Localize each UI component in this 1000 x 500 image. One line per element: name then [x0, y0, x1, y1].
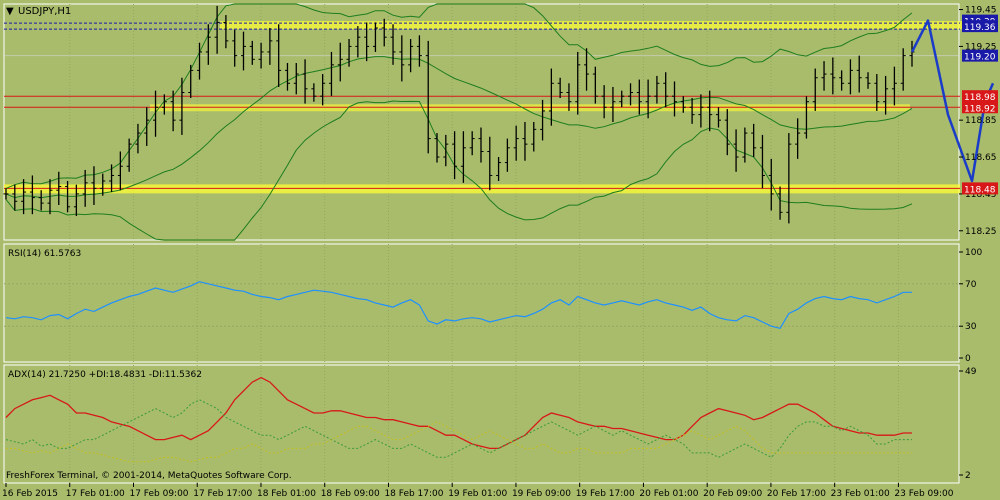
price-tag-label: 119.20	[964, 53, 996, 63]
rsi-axis: 100 70 30 0	[959, 248, 982, 364]
rsi-tick-label: 100	[965, 248, 982, 258]
band-lower	[5, 100, 913, 241]
time-tick-label: 18 Feb 01:00	[257, 489, 316, 499]
resistance-zone	[220, 21, 962, 30]
rsi-tick-label: 70	[965, 280, 977, 290]
rsi-line	[4, 281, 959, 329]
price-axis: 119.45 119.25 118.85 118.65 118.45 118.25	[959, 6, 997, 237]
time-tick-label: 18 Feb 17:00	[384, 489, 443, 499]
time-tick-label: 17 Feb 09:00	[129, 489, 188, 499]
time-tick-label: 17 Feb 01:00	[66, 489, 125, 499]
adx-title: ADX(14) 21.7250 +DI:18.4831 -DI:11.5362	[8, 370, 202, 380]
adx-tick-label: 2	[965, 471, 971, 481]
time-axis: 16 Feb 2015 17 Feb 01:00 17 Feb 09:00 17 Fe…	[2, 483, 954, 499]
adx-lines	[5, 376, 912, 463]
time-tick-label: 19 Feb 01:00	[448, 489, 507, 499]
time-tick-label: 19 Feb 17:00	[576, 489, 635, 499]
time-tick-label: 23 Feb 09:00	[894, 489, 953, 499]
rsi-tick-label: 30	[965, 322, 977, 332]
time-tick-label: 18 Feb 09:00	[321, 489, 380, 499]
time-tick-label: 23 Feb 01:00	[831, 489, 890, 499]
bollinger-bands	[5, 3, 913, 241]
price-tick-label: 118.85	[965, 116, 997, 126]
price-tag	[962, 49, 998, 62]
price-tick-label: 119.25	[965, 42, 997, 52]
price-tag-label: 118.92	[964, 104, 996, 114]
footer-copyright: FreshForex Terminal, © 2001-2014, MetaQu…	[6, 471, 292, 481]
adx-tick-label: 49	[965, 367, 977, 377]
band-middle	[5, 56, 913, 199]
symbol-arrow-icon[interactable]: ▼	[6, 6, 14, 17]
price-tag	[962, 182, 998, 195]
time-tick-label: 20 Feb 01:00	[639, 489, 698, 499]
adx-series	[5, 376, 912, 450]
rsi-panel	[3, 243, 960, 363]
price-grid	[69, 4, 899, 240]
minus-di-series	[6, 421, 912, 463]
rsi-title: RSI(14) 61.5763	[8, 249, 81, 259]
rsi-tick-label: 0	[965, 354, 971, 364]
price-tag	[962, 101, 998, 114]
price-tick-label: 119.45	[965, 6, 997, 16]
time-tick-label: 19 Feb 09:00	[512, 489, 571, 499]
price-tag-label: 119.36	[964, 23, 996, 33]
price-tick-label: 118.45	[965, 190, 997, 200]
price-tag-label: 118.48	[964, 185, 996, 195]
adx-axis: 49 2	[959, 367, 977, 481]
adx-panel	[3, 364, 960, 484]
chart-title: USDJPY,H1	[18, 6, 71, 17]
rsi-series	[5, 281, 912, 329]
time-tick-label: 17 Feb 17:00	[193, 489, 252, 499]
price-bars	[3, 5, 915, 224]
plus-di-series	[5, 399, 912, 458]
price-tag-label: 118.98	[964, 93, 996, 103]
price-tick-label: 118.25	[965, 227, 997, 237]
price-tag	[962, 90, 998, 103]
time-tick-label: 20 Feb 17:00	[767, 489, 826, 499]
price-tick-label: 118.65	[965, 153, 997, 163]
price-tag	[962, 20, 998, 33]
time-tick-label: 16 Feb 2015	[2, 489, 58, 499]
price-panel	[3, 3, 960, 241]
time-tick-label: 20 Feb 09:00	[703, 489, 762, 499]
band-upper	[5, 3, 913, 189]
